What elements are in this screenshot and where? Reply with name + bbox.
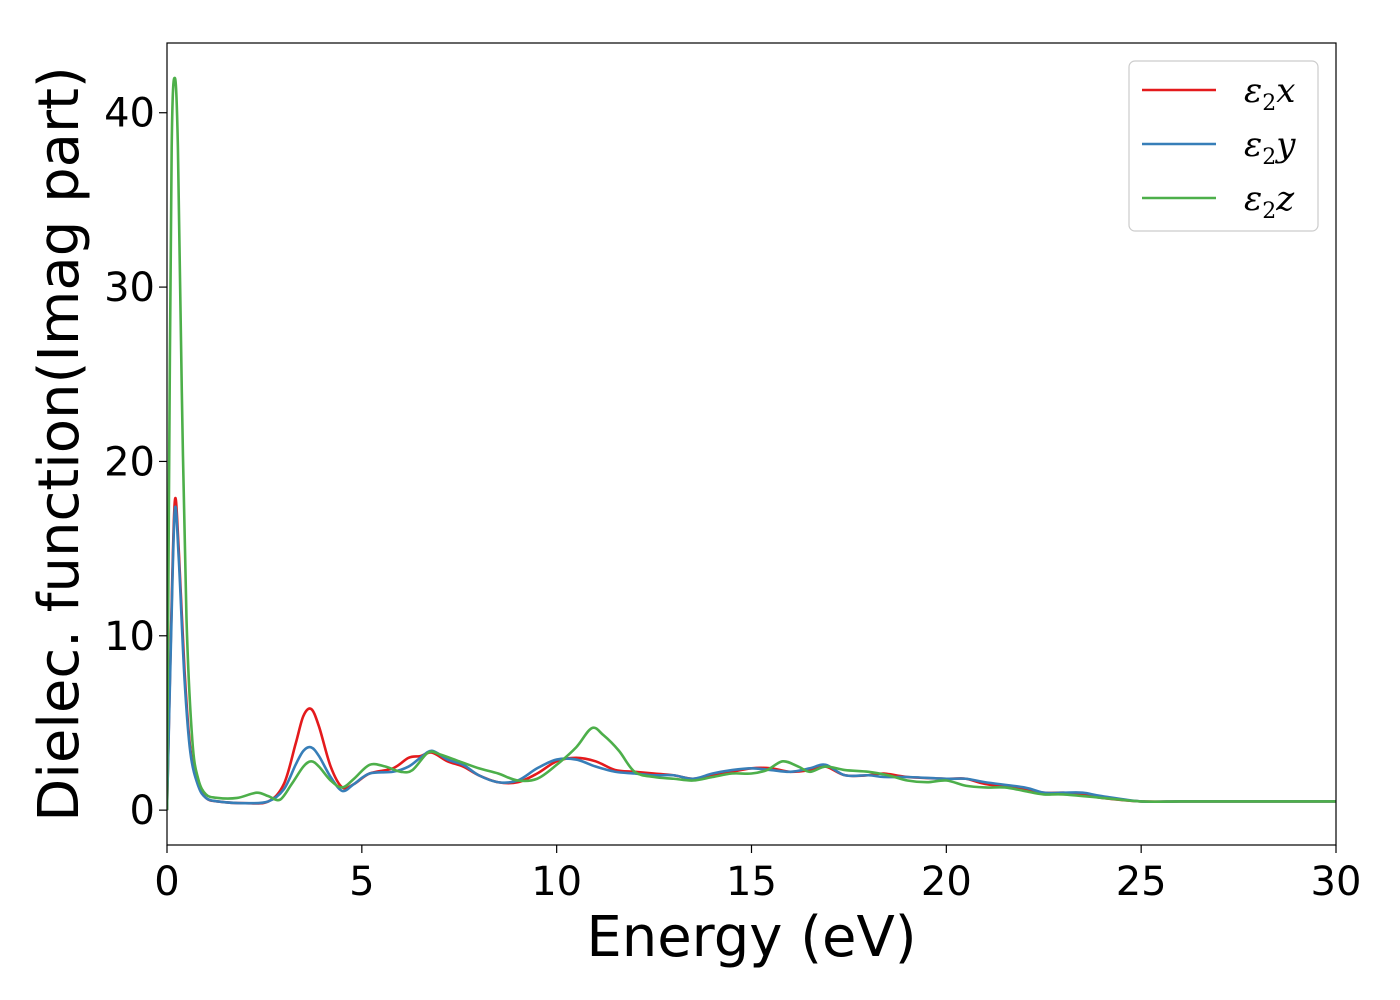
x-axis-ticks: 0 5 10 15 20 25 30 <box>154 845 1361 905</box>
y-tick-label: 10 <box>104 614 155 660</box>
x-tick-label: 5 <box>349 859 374 905</box>
x-tick-label: 20 <box>921 859 972 905</box>
series-line-2 <box>167 505 1336 811</box>
y-tick-label: 20 <box>104 439 155 485</box>
x-tick-label: 0 <box>154 859 179 905</box>
legend: ε2x ε2y ε2z <box>1128 60 1319 232</box>
legend-box <box>1128 60 1319 232</box>
series-line-3 <box>167 76 1336 811</box>
x-tick-label: 15 <box>726 859 777 905</box>
y-tick-label: 40 <box>104 91 155 137</box>
legend-label-3: ε2z <box>1244 179 1295 224</box>
x-tick-label: 30 <box>1311 859 1362 905</box>
series-line-1 <box>167 497 1336 811</box>
y-tick-label: 30 <box>104 265 155 311</box>
x-axis-title: Energy (eV) <box>586 905 916 970</box>
y-tick-label: 0 <box>130 788 155 834</box>
legend-label-2: ε2y <box>1244 125 1296 170</box>
y-axis-ticks: 0 10 20 30 40 <box>104 91 167 834</box>
y-axis-title: Dielec. function(Imag part) <box>27 66 92 822</box>
x-tick-label: 25 <box>1116 859 1167 905</box>
x-tick-label: 10 <box>531 859 582 905</box>
plot-series-group <box>167 76 1336 811</box>
legend-label-1: ε2x <box>1244 71 1295 116</box>
